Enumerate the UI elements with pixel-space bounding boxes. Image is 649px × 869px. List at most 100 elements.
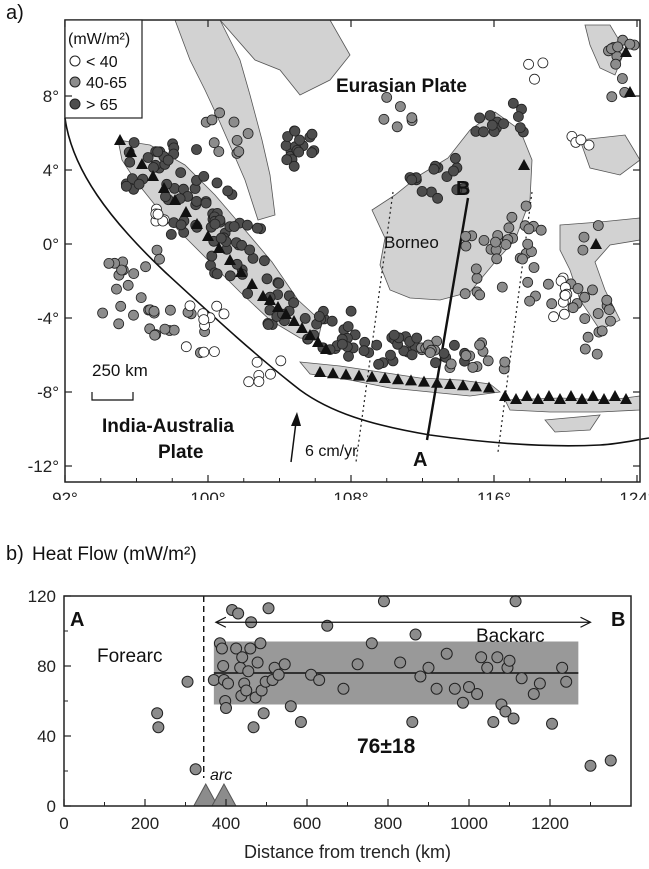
heat-flow-station [606, 91, 618, 103]
heat-flow-point [507, 712, 520, 725]
heat-flow-station [406, 349, 418, 361]
heat-flow-station [243, 376, 255, 388]
heat-flow-station [262, 319, 274, 330]
heat-flow-station [381, 92, 393, 103]
heat-flow-station [154, 253, 165, 265]
heat-flow-station [577, 244, 589, 256]
heat-flow-station [424, 347, 436, 359]
volcano-triangle [532, 393, 544, 404]
heat-flow-point [226, 604, 239, 616]
heat-flow-station [388, 329, 400, 341]
heat-flow-station [430, 357, 441, 369]
volcano-triangle [114, 134, 126, 145]
volcano-triangle [312, 336, 324, 347]
map-frame [64, 19, 641, 483]
heat-flow-station [306, 128, 318, 140]
heat-flow-station [306, 147, 318, 159]
volcano-triangle [565, 390, 577, 401]
heat-flow-station [612, 41, 623, 53]
heat-flow-point [463, 681, 475, 693]
heat-flow-station [184, 300, 196, 312]
volcano-triangle [499, 390, 511, 401]
heat-flow-point [236, 651, 249, 664]
volcano-triangle [518, 159, 530, 170]
map-lon-label: 108° [333, 489, 368, 500]
dotted-line-1 [355, 191, 394, 463]
heat-flow-point [215, 642, 228, 655]
heat-flow-point [247, 721, 260, 734]
heat-flow-station [273, 277, 285, 289]
heat-flow-point [481, 661, 494, 674]
map-lat-label: 0° [43, 235, 59, 254]
heat-flow-station [474, 112, 486, 124]
x-tick-label: 1000 [450, 814, 488, 833]
heat-flow-point [509, 595, 522, 608]
heat-flow-point [365, 637, 378, 650]
heat-flow-station [228, 221, 240, 232]
heat-flow-station [128, 268, 140, 280]
heat-flow-station [124, 156, 136, 168]
land-indochina [219, 19, 351, 96]
heat-flow-station [206, 250, 218, 262]
heat-flow-station [385, 349, 396, 361]
heat-flow-point [238, 677, 251, 690]
heat-flow-plot: 0 200 400 600 800 1000 1200 0 40 80 120 Distance fr… [28, 587, 632, 862]
heat-flow-station [142, 152, 154, 163]
heat-flow-point [278, 658, 291, 671]
heat-flow-station [520, 200, 532, 212]
heat-flow-station [206, 114, 218, 126]
heat-flow-point [235, 689, 248, 702]
heat-flow-station [342, 321, 354, 332]
heat-flow-station [572, 283, 584, 294]
map-lat-label: -4° [37, 309, 59, 328]
heat-flow-station [486, 119, 498, 131]
heat-flow-station [149, 329, 161, 341]
arc-volcano-triangle [211, 782, 237, 807]
volcano-triangle [169, 194, 181, 205]
volcano-triangle [620, 393, 632, 404]
heat-flow-point [409, 628, 422, 641]
y-tick-label: 0 [47, 797, 56, 816]
heat-flow-station [499, 356, 511, 368]
label-india-australia: India-Australia [102, 416, 234, 437]
heat-flow-station [242, 128, 254, 139]
heat-flow-station [128, 309, 139, 321]
land-malay-peninsula [174, 19, 276, 221]
volcano-triangle [405, 374, 417, 386]
heat-flow-station [253, 376, 265, 387]
map-lon-label: 92° [52, 489, 78, 500]
heat-flow-station [121, 180, 132, 192]
heat-flow-station [583, 139, 595, 151]
heat-flow-station [208, 137, 220, 149]
heat-flow-point [272, 668, 285, 681]
heat-flow-station [522, 276, 534, 288]
heat-flow-point [503, 654, 516, 667]
map-lat-label: 4° [43, 161, 59, 180]
heat-flow-point [560, 675, 573, 688]
heat-flow-point [499, 705, 512, 718]
annotation-forearc: Forearc [97, 646, 162, 667]
heat-flow-point [234, 661, 247, 674]
heat-flow-station [162, 154, 174, 166]
heat-flow-station [373, 358, 385, 370]
volcano-triangle [320, 343, 332, 354]
heat-flow-station [474, 339, 486, 351]
heat-flow-station [603, 304, 615, 316]
heat-flow-point [249, 691, 262, 704]
map-lon-label: 124° [619, 489, 649, 500]
heat-flow-point [152, 721, 165, 734]
volcano-triangle [314, 366, 326, 377]
heat-flow-station [164, 304, 176, 316]
heat-flow-station [529, 73, 540, 85]
heat-flow-point [501, 661, 514, 674]
heat-flow-station [191, 144, 202, 155]
heat-flow-stations [97, 34, 640, 388]
heat-flow-point [266, 674, 279, 686]
heat-flow-station [567, 302, 579, 314]
label-borneo: Borneo [384, 233, 439, 252]
legend-title: (mW/m²) [68, 31, 130, 48]
heat-flow-station [548, 311, 559, 323]
heat-flow-point [181, 675, 194, 688]
heat-flow-station [165, 228, 177, 240]
heat-flow-station [496, 281, 508, 293]
